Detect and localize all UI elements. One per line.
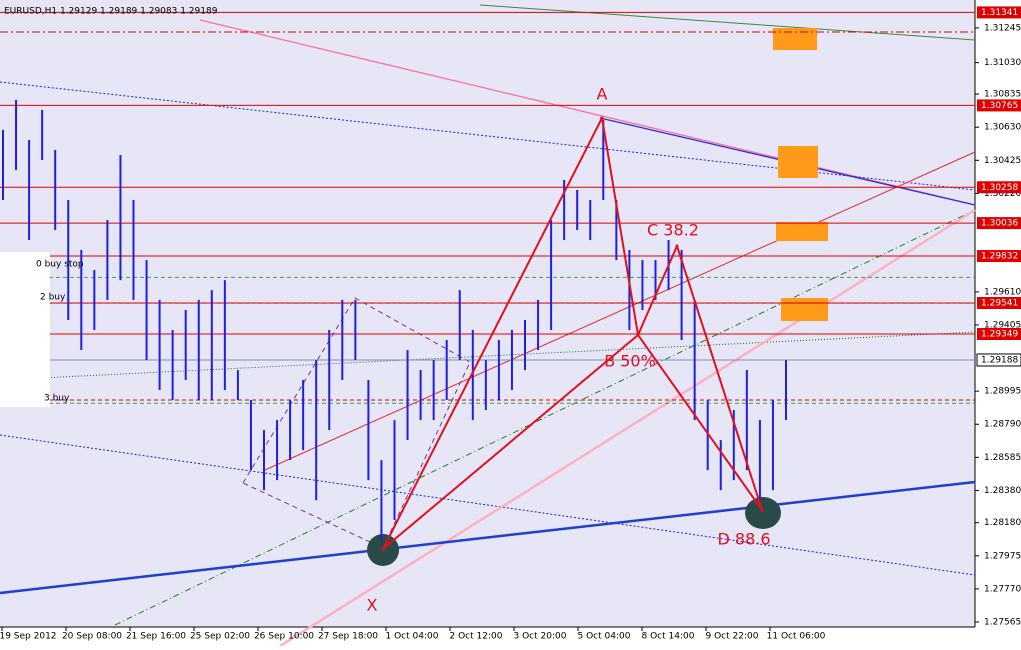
level-box <box>977 217 1021 230</box>
trend-line <box>199 19 976 206</box>
x-tick-label: 9 Oct 22:00 <box>706 632 759 642</box>
y-tick-label: 1.28585 <box>984 453 1021 463</box>
y-tick-label: 1.28995 <box>984 387 1021 397</box>
level-label: 1.31341 <box>981 8 1018 18</box>
pattern-leg <box>382 117 603 550</box>
level-label: 1.29541 <box>981 299 1018 309</box>
y-tick-label: 1.31245 <box>984 23 1021 33</box>
level-box <box>977 99 1021 112</box>
target-box <box>773 28 817 50</box>
x-tick-label: 27 Sep 18:00 <box>318 632 378 642</box>
x-tick-label: 8 Oct 14:00 <box>642 632 695 642</box>
pattern-leg <box>637 245 678 336</box>
x-tick-label: 21 Sep 16:00 <box>126 632 186 642</box>
x-tick-label: 11 Oct 06:00 <box>767 632 826 642</box>
annotation: 3 buy <box>44 394 70 404</box>
x-tick-label: 19 Sep 2012 <box>0 632 57 642</box>
level-box <box>977 181 1021 194</box>
pattern-label: D 88.6 <box>717 530 770 549</box>
level-box <box>977 297 1021 310</box>
y-tick-label: 1.28180 <box>984 518 1021 528</box>
pattern-label: X <box>367 596 378 615</box>
x-tick-label: 26 Sep 10:00 <box>254 632 314 642</box>
pattern-leg <box>676 245 763 511</box>
price-label: 1.29188 <box>981 355 1018 365</box>
x-tick-label: 2 Oct 12:00 <box>450 632 503 642</box>
annotation: 2 buy <box>40 293 66 303</box>
y-tick-label: 1.30220 <box>984 189 1021 199</box>
x-tick-label: 5 Oct 04:00 <box>578 632 631 642</box>
order-panel <box>0 252 50 407</box>
target-box <box>776 222 828 241</box>
level-box <box>977 250 1021 263</box>
trend-line <box>114 209 976 626</box>
y-tick-label: 1.27975 <box>984 551 1021 561</box>
time-axis <box>0 627 975 646</box>
level-label: 1.30258 <box>981 183 1018 193</box>
pattern-point <box>381 547 385 551</box>
pattern-leg <box>637 334 763 511</box>
y-tick-label: 1.29610 <box>984 287 1021 297</box>
x-tick-label: 20 Sep 08:00 <box>62 632 122 642</box>
trend-line <box>0 480 976 595</box>
y-tick-label: 1.28790 <box>984 420 1021 430</box>
y-tick-label: 1.30835 <box>984 90 1021 100</box>
x-tick-label: 25 Sep 02:00 <box>190 632 250 642</box>
x-tick-label: 1 Oct 04:00 <box>386 632 439 642</box>
marker <box>745 497 781 529</box>
target-box <box>778 146 818 178</box>
trend-line <box>264 151 976 471</box>
level-label: 1.30036 <box>981 219 1018 229</box>
pattern-label: B 50% <box>604 352 656 371</box>
x-tick-label: 3 Oct 20:00 <box>514 632 567 642</box>
pattern-point <box>760 508 764 512</box>
pattern-point <box>636 333 640 337</box>
level-label: 1.29832 <box>981 252 1018 262</box>
trend-line <box>0 331 976 381</box>
y-tick-label: 1.29405 <box>984 320 1021 330</box>
target-box <box>781 298 828 321</box>
level-box <box>977 6 1021 19</box>
pattern-point <box>675 244 679 248</box>
y-tick-label: 1.31030 <box>984 58 1021 68</box>
pattern-label: A <box>597 85 608 104</box>
pattern-label: C 38.2 <box>647 221 699 240</box>
y-tick-label: 1.27770 <box>984 584 1021 594</box>
level-label: 1.29349 <box>981 330 1018 340</box>
level-box <box>977 328 1021 341</box>
pattern-leg <box>382 334 639 550</box>
trend-line <box>0 434 976 576</box>
pattern-leg <box>601 117 639 336</box>
y-tick-label: 1.27565 <box>984 617 1021 627</box>
trend-line <box>279 208 976 648</box>
annotation: 0 buy stop <box>36 260 84 270</box>
trend-line <box>479 4 976 41</box>
chart-title: EURUSD,H1 1.29129 1.29189 1.29083 1.2918… <box>4 7 218 17</box>
price-box <box>976 353 1021 367</box>
y-tick-label: 1.30630 <box>984 123 1021 133</box>
pattern-point <box>600 116 604 120</box>
y-tick-label: 1.30425 <box>984 156 1021 166</box>
y-tick-label: 1.28380 <box>984 486 1021 496</box>
trend-lines <box>0 4 976 648</box>
level-label: 1.30765 <box>981 101 1018 111</box>
